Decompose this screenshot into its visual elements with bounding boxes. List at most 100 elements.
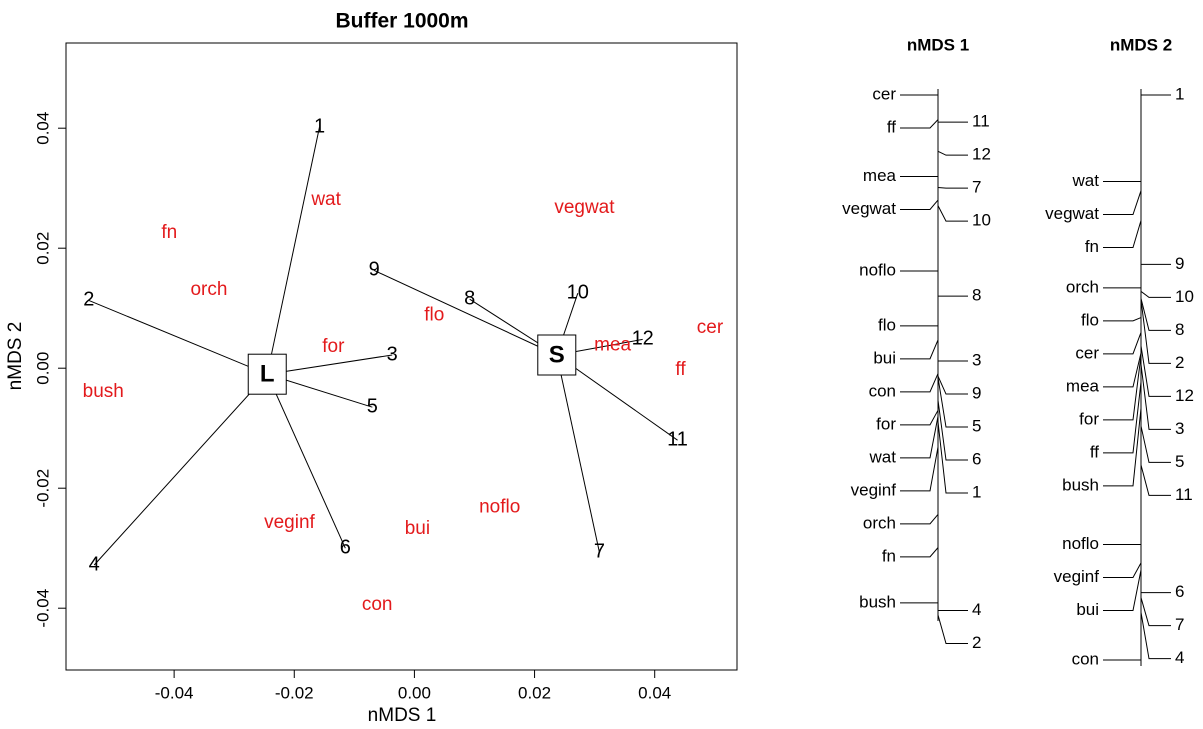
spider-line [556,354,678,441]
strip-site-label: 8 [972,286,981,305]
site-label: 9 [369,259,380,281]
species-label: bui [405,518,430,539]
species-label: fn [161,222,177,243]
strip-site-label: 4 [1175,648,1184,667]
spider-line [266,126,320,375]
strip-leader [1140,290,1171,298]
strip-leader [937,205,968,222]
y-tick-label: -0.04 [33,589,52,628]
site-label: 7 [594,541,605,563]
x-axis-label: nMDS 1 [368,705,437,726]
site-label: 12 [632,328,654,350]
spider-line [93,373,268,566]
centroid-box [247,353,287,395]
strip-site-label: 6 [972,450,981,469]
site-label: 11 [667,428,688,450]
strip-site-label: 1 [972,483,981,502]
strip-leader [1103,355,1142,421]
species-label: cer [697,317,724,338]
strip-leader [1140,425,1171,463]
y-tick-label: -0.02 [33,469,52,508]
strip-leader [937,375,968,395]
species-label: veginf [264,512,315,533]
strip-leader [1103,382,1142,454]
x-tick-label: -0.04 [155,683,194,702]
strip-leader [1140,464,1171,496]
site-label: 1 [314,115,325,137]
spider-line [266,373,346,549]
strip-leader [900,514,939,525]
strip-leader [900,199,939,210]
strip-leader [1103,352,1142,388]
strip-leader [1140,299,1171,364]
strip-leader [1140,364,1171,430]
strip-species-label: con [869,381,896,400]
species-label: orch [190,279,227,300]
site-label: 2 [83,289,94,311]
centroid-label: S [549,341,565,368]
spider-line [556,354,600,553]
strip-species-label: wat [869,447,897,466]
strip-site-label: 2 [972,633,981,652]
strip-species-label: ff [1090,442,1099,461]
species-label: flo [424,304,444,325]
strip-site-label: 3 [1175,419,1184,438]
x-tick-label: 0.04 [638,683,671,702]
strip-species-label: ff [887,117,896,136]
strip-leader [900,119,939,129]
site-label: 6 [340,536,351,558]
strip-leader [1103,190,1142,215]
strip-species-label: cer [872,84,896,103]
centroid-box [537,334,577,376]
strip-site-label: 7 [1175,615,1184,634]
strip-species-label: fn [882,546,896,565]
strip-site-label: 11 [1175,485,1193,504]
x-tick-label: 0.02 [518,683,551,702]
site-label: 8 [464,287,475,309]
strip-title: nMDS 1 [907,35,969,54]
strip-site-label: 11 [972,112,990,131]
strip-site-label: 4 [972,600,981,619]
site-label: 5 [367,395,378,417]
strip-species-label: noflo [1062,534,1099,553]
y-axis-label: nMDS 2 [5,322,26,391]
strip-leader [1140,298,1171,331]
spider-line [373,269,557,356]
strip-leader [1140,345,1171,397]
strip-species-label: con [1072,649,1099,668]
strip-species-label: flo [878,315,896,334]
strip-species-label: bush [859,592,896,611]
strip-species-label: flo [1081,310,1099,329]
strip-site-label: 8 [1175,320,1184,339]
strip-species-label: vegwat [842,199,896,218]
strip-leader [937,187,968,189]
strip-species-label: orch [863,513,896,532]
strip-leader [900,547,939,558]
strip-leader [1140,612,1171,660]
strip-species-label: mea [1066,376,1100,395]
plot-frame [65,42,738,671]
strip-site-label: 5 [972,417,981,436]
species-label: mea [594,334,631,355]
species-label: noflo [479,496,520,517]
strip-site-label: 12 [972,145,991,164]
strip-species-label: mea [863,166,897,185]
strip-leader [1103,317,1142,322]
strip-site-label: 9 [972,384,981,403]
strip-leader [900,446,939,492]
strip-site-label: 9 [1175,254,1184,273]
y-tick-label: 0.04 [33,112,52,145]
strip-leader [900,339,939,360]
strip-leader [900,416,939,459]
spider-line [267,354,393,375]
x-tick-label: 0.00 [398,683,431,702]
strip-site-label: 6 [1175,582,1184,601]
strip-species-label: bui [1076,600,1099,619]
site-label: 10 [567,281,589,303]
species-label: ff [675,359,686,380]
strip-site-label: 3 [972,351,981,370]
y-tick-label: 0.02 [33,232,52,265]
strip-leader [1103,569,1142,611]
